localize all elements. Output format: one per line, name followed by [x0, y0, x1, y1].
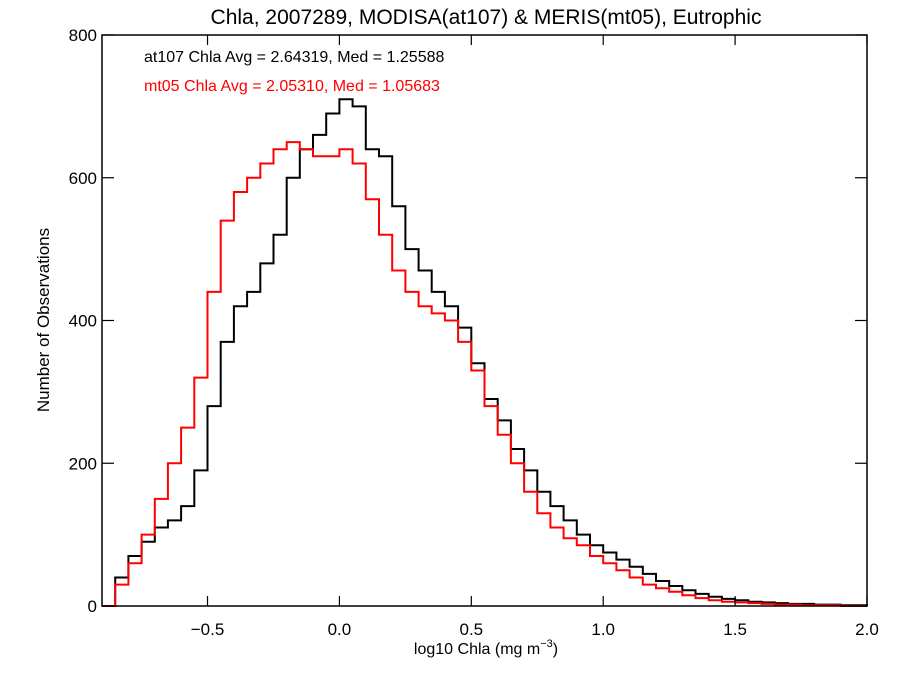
annotation-mt05: mt05 Chla Avg = 2.05310, Med = 1.05683: [144, 78, 440, 95]
series-layer: [102, 98, 868, 607]
y-tick-label: 400: [69, 312, 97, 331]
x-axis-label-close: ): [553, 641, 558, 658]
x-axis-label-exponent: −3: [540, 638, 553, 650]
x-tick-label: 1.5: [723, 620, 747, 639]
y-tick-label: 0: [88, 597, 97, 616]
x-tick-label: 2.0: [855, 620, 879, 639]
x-tick-label: 0.5: [459, 620, 483, 639]
y-axis-label: Number of Observations: [34, 228, 53, 412]
x-tick-label: 0.0: [328, 620, 352, 639]
annotation-at107: at107 Chla Avg = 2.64319, Med = 1.25588: [144, 49, 444, 66]
x-tick-label: 1.0: [591, 620, 615, 639]
chart-title: Chla, 2007289, MODISA(at107) & MERIS(mt0…: [211, 6, 762, 29]
series-line-at107: [102, 98, 868, 607]
series-line-mt05: [102, 141, 867, 607]
x-axis-label: log10 Chla (mg m−3): [414, 638, 558, 658]
y-tick-label: 800: [69, 26, 97, 45]
x-axis-label-main: log10 Chla (mg m: [414, 641, 540, 658]
x-tick-label: −0.5: [191, 620, 225, 639]
axis-layer: −0.5 0.0 0.5 1.0 1.5 2.0 0 200 400 600 800: [69, 26, 879, 639]
y-tick-label: 600: [69, 169, 97, 188]
y-tick-label: 200: [69, 454, 97, 473]
